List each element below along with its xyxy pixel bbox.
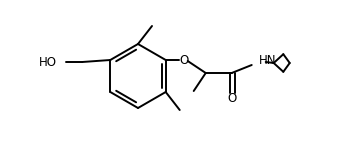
Text: HN: HN — [259, 54, 276, 68]
Text: O: O — [227, 93, 236, 105]
Text: HO: HO — [39, 56, 57, 69]
Text: O: O — [179, 54, 189, 66]
